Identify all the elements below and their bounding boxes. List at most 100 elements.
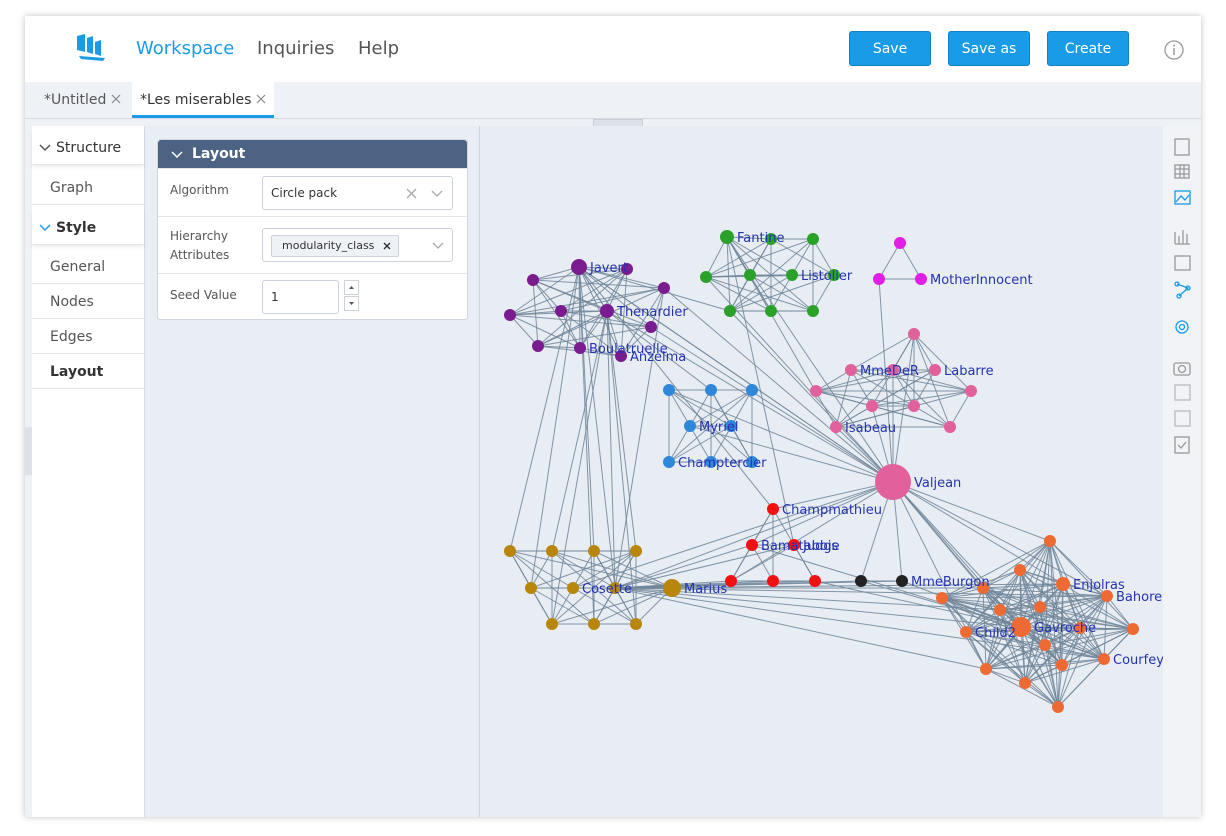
node[interactable]: [1011, 617, 1031, 637]
node[interactable]: [1034, 601, 1046, 613]
node[interactable]: [960, 626, 972, 638]
node[interactable]: [724, 305, 736, 317]
node[interactable]: [977, 582, 989, 594]
tab-active[interactable]: *Les miserables: [132, 82, 275, 118]
node[interactable]: [873, 273, 885, 285]
node[interactable]: [725, 575, 737, 587]
svg-icon[interactable]: [1174, 384, 1191, 401]
node[interactable]: [915, 273, 927, 285]
table-icon[interactable]: [1174, 164, 1190, 179]
node[interactable]: [1056, 577, 1070, 591]
node[interactable]: [855, 575, 867, 587]
section-structure[interactable]: Structure: [32, 131, 144, 165]
clipboard-icon[interactable]: [1174, 436, 1190, 454]
settings-icon[interactable]: [1175, 320, 1189, 334]
node[interactable]: [546, 618, 558, 630]
node[interactable]: [546, 545, 558, 557]
node[interactable]: [980, 663, 992, 675]
menu-item[interactable]: Nodes: [32, 285, 144, 319]
sql-icon[interactable]: [1174, 138, 1190, 156]
node[interactable]: [765, 233, 777, 245]
node[interactable]: [588, 545, 600, 557]
node[interactable]: [875, 464, 911, 500]
node[interactable]: [746, 384, 758, 396]
node[interactable]: [574, 342, 586, 354]
nav-help[interactable]: Help: [358, 38, 400, 59]
image-icon[interactable]: [1174, 190, 1191, 205]
menu-item[interactable]: General: [32, 250, 144, 284]
node[interactable]: [684, 420, 696, 432]
logo[interactable]: [75, 32, 107, 62]
node[interactable]: [700, 271, 712, 283]
code-icon[interactable]: [1174, 410, 1191, 427]
node[interactable]: [663, 456, 675, 468]
node[interactable]: [525, 582, 537, 594]
node[interactable]: [1014, 564, 1026, 576]
number-input[interactable]: 1: [262, 280, 339, 314]
nav-inquiries[interactable]: Inquiries: [257, 38, 335, 59]
camera-icon[interactable]: [1173, 362, 1191, 376]
spinner[interactable]: [344, 280, 360, 312]
nav-workspace[interactable]: Workspace: [136, 38, 235, 59]
node[interactable]: [555, 305, 567, 317]
node[interactable]: [746, 539, 758, 551]
node[interactable]: [994, 604, 1006, 616]
pivot-icon[interactable]: [1174, 255, 1191, 271]
node[interactable]: [894, 237, 906, 249]
node[interactable]: [965, 385, 977, 397]
node[interactable]: [746, 456, 758, 468]
node[interactable]: [504, 545, 516, 557]
node[interactable]: [1056, 659, 1068, 671]
card-header[interactable]: Layout: [158, 140, 467, 168]
close-icon[interactable]: [111, 94, 121, 104]
node[interactable]: [788, 539, 800, 551]
node[interactable]: [567, 582, 579, 594]
node[interactable]: [1074, 622, 1086, 634]
node[interactable]: [504, 309, 516, 321]
node[interactable]: [645, 321, 657, 333]
node[interactable]: [944, 421, 956, 433]
node[interactable]: [725, 420, 737, 432]
node[interactable]: [630, 545, 642, 557]
node[interactable]: [1052, 701, 1064, 713]
node[interactable]: [1039, 639, 1051, 651]
node[interactable]: [630, 618, 642, 630]
node[interactable]: [807, 233, 819, 245]
save-button[interactable]: Save: [849, 31, 931, 66]
node[interactable]: [600, 304, 614, 318]
node[interactable]: [1019, 677, 1031, 689]
node[interactable]: [527, 274, 539, 286]
node[interactable]: [1127, 623, 1139, 635]
node[interactable]: [532, 340, 544, 352]
node[interactable]: [845, 364, 857, 376]
node[interactable]: [1101, 590, 1113, 602]
node[interactable]: [705, 384, 717, 396]
node[interactable]: [908, 400, 920, 412]
node[interactable]: [866, 400, 878, 412]
node[interactable]: [658, 282, 670, 294]
graph-canvas[interactable]: Javert Thenardier Boulatruelle Anzelma Fanti…: [480, 126, 1163, 817]
info-icon[interactable]: [1163, 39, 1185, 61]
node[interactable]: [663, 579, 681, 597]
create-button[interactable]: Create: [1047, 31, 1129, 66]
close-icon[interactable]: [256, 94, 266, 104]
node[interactable]: [810, 385, 822, 397]
node[interactable]: [936, 592, 948, 604]
node[interactable]: [1044, 535, 1056, 547]
node[interactable]: [571, 259, 587, 275]
node[interactable]: [929, 364, 941, 376]
node[interactable]: [765, 305, 777, 317]
sidebar-toggle[interactable]: [25, 427, 32, 475]
node[interactable]: [1098, 653, 1110, 665]
node[interactable]: [615, 350, 627, 362]
chip[interactable]: modularity_class: [271, 235, 400, 257]
node[interactable]: [588, 618, 600, 630]
node[interactable]: [807, 305, 819, 317]
node[interactable]: [767, 503, 779, 515]
node[interactable]: [663, 384, 675, 396]
tab[interactable]: *Untitled: [36, 82, 129, 118]
menu-item[interactable]: Edges: [32, 320, 144, 354]
section-style[interactable]: Style: [32, 211, 144, 245]
node[interactable]: [621, 263, 633, 275]
node[interactable]: [828, 269, 840, 281]
